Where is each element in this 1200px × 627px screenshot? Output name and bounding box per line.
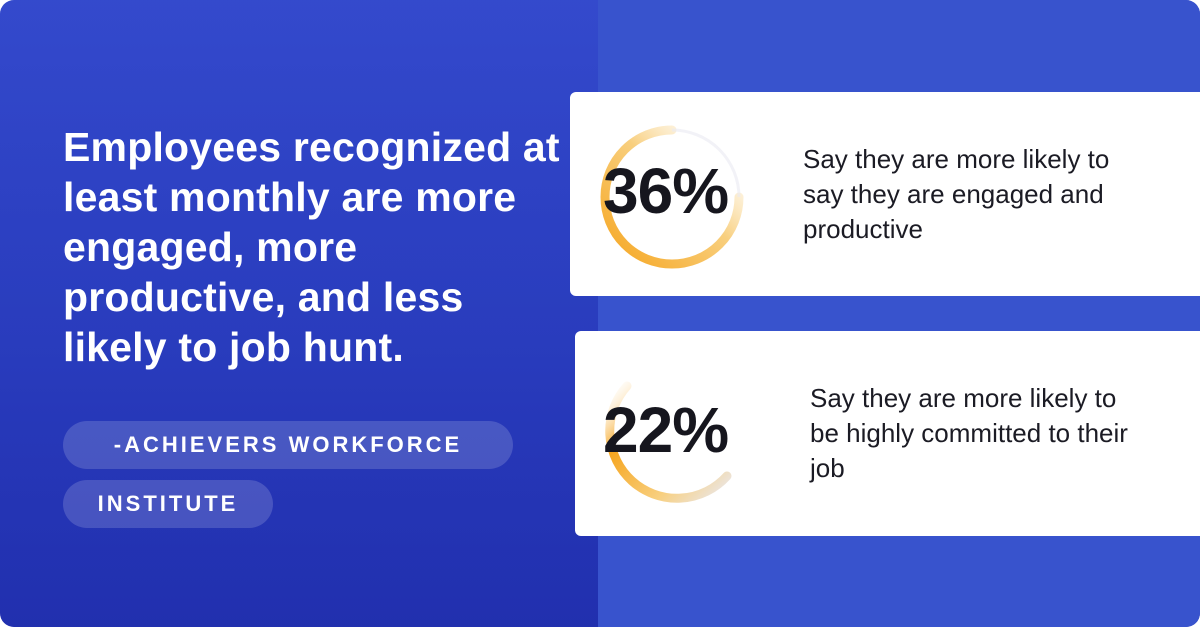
stat-value: 36% xyxy=(603,155,729,227)
progress-ring-icon xyxy=(600,125,744,269)
progress-ring-icon xyxy=(605,381,732,503)
stat-description: Say they are more likely to say they are… xyxy=(803,144,1110,244)
stat-card-engaged: 36% Say they are more likely to say they… xyxy=(570,92,1200,296)
headline: Employees recognized at least monthly ar… xyxy=(63,124,560,370)
source-pill-line-1: -ACHIEVERS WORKFORCE xyxy=(63,421,513,469)
stat-card-committed: 22% Say they are more likely to be highl… xyxy=(575,331,1200,536)
stat-description: Say they are more likely to be highly co… xyxy=(810,383,1128,483)
source-pill-line-2: INSTITUTE xyxy=(63,480,273,528)
stat-value: 22% xyxy=(603,394,729,466)
